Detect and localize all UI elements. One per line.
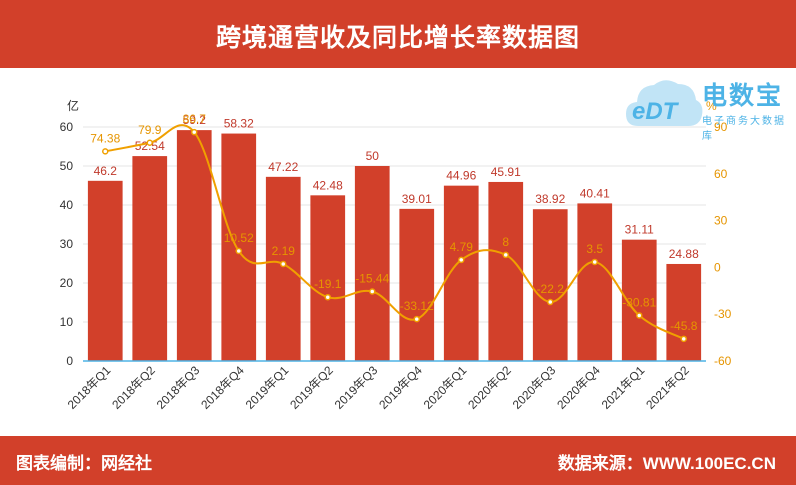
x-tick-label: 2021年Q2 xyxy=(643,363,692,412)
y-right-tick-label: 90 xyxy=(714,120,728,134)
growth-value-label: 3.5 xyxy=(586,242,603,256)
growth-line xyxy=(105,124,685,340)
x-tick-label: 2018年Q4 xyxy=(198,363,247,412)
bar-value-label: 50 xyxy=(366,149,380,163)
chart-title: 跨境通营收及同比增长率数据图 xyxy=(215,24,580,52)
bar-value-label: 46.2 xyxy=(94,164,118,178)
bar xyxy=(488,181,524,361)
footer-source-editor: 图表编制：网经社 xyxy=(16,454,152,473)
growth-point xyxy=(102,148,109,155)
bar xyxy=(310,195,346,361)
x-tick-label: 2019年Q1 xyxy=(243,363,292,412)
x-tick-label: 2020年Q1 xyxy=(421,363,470,412)
y-left-tick-label: 0 xyxy=(66,354,73,368)
x-tick-label: 2018年Q3 xyxy=(154,363,203,412)
growth-value-label: -15.44 xyxy=(355,271,389,285)
bar xyxy=(265,176,301,361)
bar-value-label: 39.01 xyxy=(402,192,432,206)
growth-value-label: 8 xyxy=(502,235,509,249)
bar xyxy=(132,156,168,361)
growth-value-label: -45.8 xyxy=(670,319,698,333)
y-right-tick-label: -30 xyxy=(714,307,732,321)
x-tick-label: 2020年Q4 xyxy=(554,363,603,412)
growth-value-label: -30.81 xyxy=(622,295,656,309)
bar-value-label: 58.32 xyxy=(224,117,254,131)
growth-value-label: -22.2 xyxy=(537,282,565,296)
growth-value-label: 86.7 xyxy=(183,112,207,126)
y-right-tick-label: 0 xyxy=(714,260,721,274)
bar-value-label: 44.96 xyxy=(446,169,476,183)
bar xyxy=(666,263,702,361)
x-tick-label: 2019年Q3 xyxy=(332,363,381,412)
growth-point xyxy=(324,293,331,301)
growth-value-label: 74.38 xyxy=(90,131,120,145)
growth-point xyxy=(636,312,643,319)
growth-value-label: 79.9 xyxy=(138,123,162,137)
bar xyxy=(176,130,212,361)
y-left-tick-label: 20 xyxy=(60,276,74,290)
y-right-tick-label: -60 xyxy=(714,354,732,368)
growth-point xyxy=(235,247,242,255)
growth-value-label: 2.19 xyxy=(272,244,296,258)
bar-value-label: 40.41 xyxy=(580,186,610,200)
y-right-unit: % xyxy=(706,99,717,113)
bar xyxy=(399,208,435,361)
growth-point xyxy=(502,251,509,259)
x-tick-label: 2020年Q2 xyxy=(465,363,514,412)
y-left-tick-label: 40 xyxy=(60,198,74,212)
y-right-tick-label: 30 xyxy=(714,214,728,228)
footer-banner: 图表编制：网经社 数据来源：WWW.100EC.CN xyxy=(0,436,796,485)
bar-value-label: 59.2 xyxy=(183,113,207,127)
growth-value-label: -33.12 xyxy=(400,299,434,313)
growth-value-label: -19.1 xyxy=(314,277,342,291)
growth-point xyxy=(413,315,420,323)
x-tick-label: 2018年Q2 xyxy=(109,363,158,412)
logo-text: 电数宝 xyxy=(702,82,784,110)
logo-subtitle: 电子商务大数据库 xyxy=(702,116,786,142)
bar xyxy=(221,133,257,361)
growth-value-label: 4.79 xyxy=(450,240,474,254)
bar xyxy=(577,203,613,361)
x-tick-label: 2019年Q4 xyxy=(376,363,425,412)
growth-point xyxy=(191,128,198,136)
title-banner: 跨境通营收及同比增长率数据图 xyxy=(0,0,796,68)
bar xyxy=(87,180,123,361)
x-tick-label: 2021年Q1 xyxy=(599,363,648,412)
footer-data-source: 数据来源：WWW.100EC.CN xyxy=(557,454,776,473)
x-tick-label: 2019年Q2 xyxy=(287,363,336,412)
y-left-unit: 亿 xyxy=(67,98,79,113)
bar-value-label: 45.91 xyxy=(491,165,521,179)
bar xyxy=(354,166,390,361)
growth-point xyxy=(280,260,287,268)
brand-logo: eDT 电数宝 电子商务大数据库 xyxy=(624,72,794,142)
bar-value-label: 38.92 xyxy=(535,192,565,206)
y-left-tick-label: 30 xyxy=(60,237,74,251)
x-tick-label: 2020年Q3 xyxy=(510,363,559,412)
bar-value-label: 47.22 xyxy=(268,160,298,174)
logo-mark: eDT xyxy=(632,98,678,125)
cloud-icon xyxy=(626,80,703,126)
bar-value-label: 31.11 xyxy=(625,223,654,237)
growth-point xyxy=(547,298,554,306)
chart-area: 0 10 20 30 40 50 60 -60 -30 0 30 60 90 亿 % 46.2 52.54 59.… xyxy=(60,98,732,412)
growth-point xyxy=(680,335,687,343)
y-left-tick-label: 50 xyxy=(60,159,74,173)
growth-point xyxy=(146,139,153,147)
bar-value-label: 52.54 xyxy=(135,139,165,153)
x-tick-label: 2018年Q1 xyxy=(65,363,114,412)
y-right-tick-label: 60 xyxy=(714,167,728,181)
growth-point xyxy=(458,256,465,264)
growth-value-label: 10.52 xyxy=(224,231,254,245)
bar xyxy=(532,209,568,361)
y-left-tick-label: 60 xyxy=(60,120,74,134)
growth-point xyxy=(591,258,598,266)
bar-value-label: 42.48 xyxy=(313,178,343,192)
y-left-tick-label: 10 xyxy=(60,315,74,329)
bar-value-label: 24.88 xyxy=(669,247,699,261)
growth-point xyxy=(369,288,376,295)
